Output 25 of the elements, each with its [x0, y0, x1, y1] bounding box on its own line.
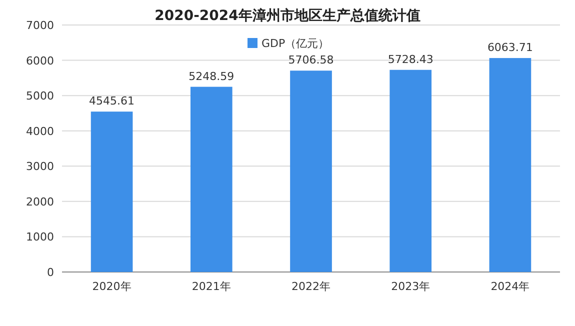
- x-tick-label: 2020年: [92, 280, 132, 293]
- bar: [390, 70, 432, 272]
- y-tick-label: 7000: [26, 19, 54, 32]
- data-label: 6063.71: [487, 41, 533, 54]
- x-tick-label: 2023年: [391, 280, 430, 293]
- x-tick-label: 2021年: [192, 280, 231, 293]
- x-tick-label: 2024年: [490, 280, 530, 293]
- y-tick-label: 2000: [26, 195, 54, 208]
- data-label: 5706.58: [288, 54, 334, 67]
- y-tick-label: 3000: [26, 160, 54, 174]
- bar: [489, 58, 532, 272]
- legend-label: GDP（亿元）: [262, 37, 330, 50]
- data-label: 5248.59: [188, 70, 234, 83]
- data-label: 5728.43: [388, 52, 434, 66]
- y-tick-label: 6000: [26, 54, 54, 68]
- bar: [290, 70, 332, 272]
- x-tick-label: 2022年: [292, 280, 330, 293]
- chart-title: 2020-2024年漳州市地区生产总值统计值: [154, 7, 420, 24]
- data-label: 4545.61: [89, 94, 135, 108]
- bar: [190, 86, 232, 272]
- y-tick-label: 5000: [26, 90, 54, 103]
- y-tick-label: 4000: [26, 124, 54, 138]
- y-tick-label: 1000: [26, 230, 54, 244]
- y-tick-label: 0: [47, 266, 54, 279]
- bar: [90, 112, 133, 272]
